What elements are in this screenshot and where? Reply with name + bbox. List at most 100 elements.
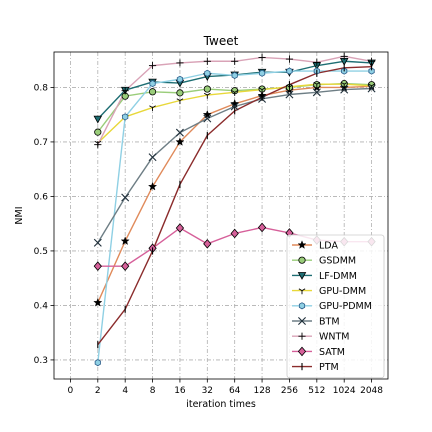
legend-marker-btm — [298, 317, 306, 325]
data-point-gpu-pdmm — [258, 69, 266, 77]
legend-marker-gpu-dmm — [298, 288, 306, 295]
legend-label-lda: LDA — [319, 240, 338, 251]
legend-box — [286, 234, 385, 379]
data-point-gpu-dmm — [313, 81, 321, 88]
data-point-btm — [203, 114, 212, 123]
data-point-gpu-dmm — [258, 87, 266, 94]
legend-marker-gpu-pdmm — [298, 302, 306, 310]
data-point-lf-dmm — [93, 115, 103, 124]
legend-label-gpu-dmm: GPU-DMM — [319, 286, 366, 297]
x-tick-label: 4 — [122, 386, 128, 396]
data-point-btm — [285, 90, 294, 99]
data-point-btm — [175, 128, 184, 137]
legend-marker-gsdmm — [298, 256, 306, 264]
axis-ticks: 0 2 4 8 16 32 64 128 256 512 1024 2048 0.3 0.4 0.5 0.6 0… — [34, 83, 384, 396]
data-point-gpu-dmm — [176, 98, 184, 105]
data-point-gpu-pdmm — [176, 75, 184, 83]
data-point-gpu-pdmm — [231, 71, 238, 80]
legend-label-wntm: WNTM — [319, 332, 350, 343]
data-point-wntm — [285, 55, 294, 63]
legend-label-lf-dmm: LF-DMM — [319, 271, 357, 282]
data-point-btm — [148, 153, 157, 162]
x-axis-label: iteration times — [186, 399, 256, 410]
legend-entry-gsdmm: GSDMM — [292, 256, 356, 267]
data-point-wntm — [94, 141, 102, 149]
data-point-gpu-pdmm — [149, 80, 156, 88]
legend-entry-wntm: WNTM — [292, 332, 350, 343]
legend-entry-ptm: PTM — [292, 362, 339, 373]
data-point-gsdmm — [148, 88, 157, 96]
y-tick-label: 0.7 — [34, 138, 48, 148]
legend-entry-lf-dmm: LF-DMM — [292, 271, 357, 282]
data-point-btm — [340, 85, 349, 94]
legend-label-ptm: PTM — [319, 362, 339, 373]
grid — [54, 52, 388, 379]
legend-entry-satm: SATM — [292, 346, 345, 358]
x-tick-label: 512 — [308, 386, 325, 396]
data-point-wntm — [203, 57, 211, 65]
x-tick-label: 2048 — [360, 386, 383, 396]
x-tick-label: 64 — [229, 386, 241, 396]
x-tick-label: 1024 — [333, 386, 356, 396]
y-tick-label: 0.6 — [34, 192, 49, 202]
data-point-wntm — [176, 59, 184, 67]
data-point-gpu-dmm — [340, 81, 348, 88]
y-tick-label: 0.5 — [34, 247, 48, 257]
legend-entry-gpu-pdmm: GPU-PDMM — [292, 301, 372, 312]
y-tick-label: 0.3 — [34, 356, 48, 366]
legend: LDA GSDMM LF-DMM GPU-DMM GPU-PDMM BTM WNTM SATM… — [286, 234, 385, 379]
legend-entry-lda: LDA — [292, 240, 338, 251]
data-point-gpu-dmm — [231, 90, 239, 96]
data-point-gsdmm — [94, 128, 102, 136]
data-point-lda — [120, 236, 130, 245]
data-point-gpu-pdmm — [122, 113, 129, 121]
data-point-lda — [230, 98, 240, 108]
data-point-lda — [202, 109, 212, 119]
series-markers-ptm — [97, 63, 373, 349]
legend-entry-gpu-dmm: GPU-DMM — [292, 286, 366, 297]
legend-label-satm: SATM — [319, 347, 345, 358]
data-point-satm — [203, 239, 212, 249]
x-tick-label: 16 — [174, 386, 186, 396]
data-point-gsdmm — [176, 89, 184, 97]
y-tick-label: 0.8 — [34, 83, 49, 93]
legend-marker-wntm — [298, 332, 306, 340]
data-point-satm — [121, 261, 130, 271]
x-tick-label: 8 — [150, 386, 156, 396]
legend-label-gsdmm: GSDMM — [319, 256, 356, 267]
data-point-wntm — [313, 58, 321, 66]
legend-marker-lda — [297, 240, 307, 249]
data-point-lda — [148, 181, 158, 191]
data-point-btm — [367, 84, 376, 93]
data-point-wntm — [340, 52, 348, 60]
x-tick-label: 32 — [202, 386, 213, 396]
data-point-wntm — [231, 57, 239, 65]
data-point-btm — [121, 193, 130, 202]
data-point-wntm — [121, 87, 129, 95]
data-point-satm — [230, 228, 239, 239]
data-point-satm — [175, 223, 185, 233]
data-point-gpu-dmm — [149, 105, 156, 112]
legend-entry-btm: BTM — [292, 316, 340, 327]
data-point-btm — [312, 88, 321, 97]
y-axis-label: NMI — [14, 206, 25, 224]
data-point-lda — [93, 297, 103, 307]
series-markers-btm — [93, 84, 376, 247]
data-point-satm — [257, 222, 267, 233]
x-tick-label: 128 — [253, 386, 270, 396]
x-tick-label: 2 — [95, 386, 101, 396]
legend-marker-lf-dmm — [297, 272, 307, 280]
data-point-satm — [93, 261, 102, 271]
x-tick-label: 0 — [68, 386, 74, 396]
legend-label-btm: BTM — [319, 316, 340, 327]
data-point-gpu-pdmm — [368, 67, 375, 75]
data-point-lda — [175, 137, 185, 146]
legend-label-gpu-pdmm: GPU-PDMM — [319, 301, 372, 312]
data-point-gpu-dmm — [203, 92, 211, 99]
y-tick-label: 0.4 — [34, 301, 49, 311]
data-point-gpu-pdmm — [286, 67, 293, 75]
data-point-wntm — [258, 53, 266, 62]
data-point-gpu-pdmm — [94, 359, 101, 367]
